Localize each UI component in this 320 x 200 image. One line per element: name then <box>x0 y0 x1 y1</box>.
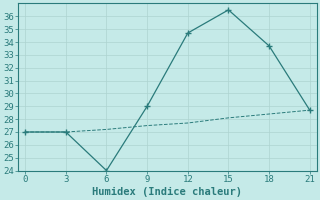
X-axis label: Humidex (Indice chaleur): Humidex (Indice chaleur) <box>92 186 243 197</box>
